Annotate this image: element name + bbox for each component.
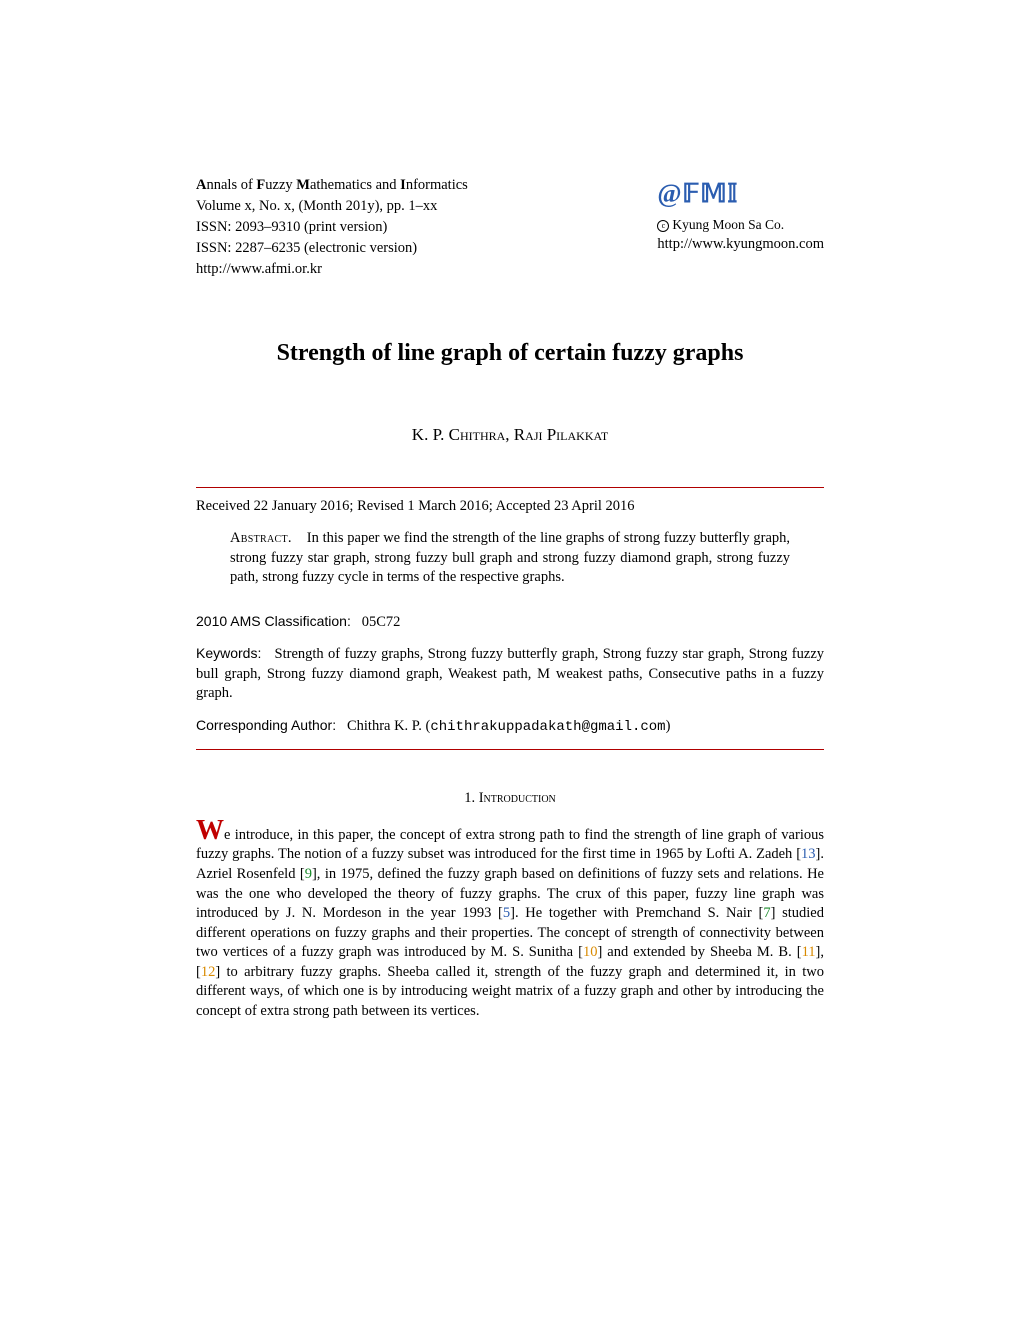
dropcap: W xyxy=(196,815,224,846)
cite-9[interactable]: 9 xyxy=(305,866,312,882)
copyright-icon: c xyxy=(657,220,669,232)
journal-title: Annals of Fuzzy Mathematics and Informat… xyxy=(196,175,468,196)
kw-label: Keywords: xyxy=(196,645,261,661)
header-row: Annals of Fuzzy Mathematics and Informat… xyxy=(196,175,824,280)
journal-url[interactable]: http://www.afmi.or.kr xyxy=(196,259,468,280)
corr-email[interactable]: chithrakuppadakath@gmail.com xyxy=(430,719,665,735)
publisher-url[interactable]: http://www.kyungmoon.com xyxy=(657,234,824,255)
cite-11[interactable]: 11 xyxy=(802,944,816,960)
publisher-box: @𝔽𝕄𝕀 cKyung Moon Sa Co. http://www.kyung… xyxy=(657,175,824,255)
corr-label: Corresponding Author: xyxy=(196,717,336,733)
corr-close: ) xyxy=(666,718,671,734)
section-title: Introduction xyxy=(479,790,556,806)
copyright-line: cKyung Moon Sa Co. xyxy=(657,215,824,235)
ams-value: 05C72 xyxy=(362,614,401,630)
cite-13[interactable]: 13 xyxy=(801,846,816,862)
t4: ]. He together with Premchand S. Nair [ xyxy=(510,905,763,921)
corr-name: Chithra K. P. ( xyxy=(347,718,430,734)
abstract-text: In this paper we find the strength of th… xyxy=(230,530,790,585)
t8: ] to arbitrary fuzzy graphs. Sheeba call… xyxy=(196,964,824,1019)
paper-title: Strength of line graph of certain fuzzy … xyxy=(196,340,824,367)
abstract-label: Abstract. xyxy=(230,530,292,546)
abstract-block: Abstract. In this paper we find the stre… xyxy=(196,529,824,588)
fmi-logo: @𝔽𝕄𝕀 xyxy=(657,175,824,213)
cite-10[interactable]: 10 xyxy=(583,944,598,960)
intro-paragraph: We introduce, in this paper, the concept… xyxy=(196,817,824,1022)
cite-7[interactable]: 7 xyxy=(763,905,770,921)
section-heading: 1. Introduction xyxy=(196,790,824,807)
issn-print: ISSN: 2093–9310 (print version) xyxy=(196,217,468,238)
dates-line: Received 22 January 2016; Revised 1 Marc… xyxy=(196,498,824,515)
corresponding-author: Corresponding Author: Chithra K. P. (chi… xyxy=(196,716,824,737)
rule-top xyxy=(196,487,824,488)
issn-elec: ISSN: 2287–6235 (electronic version) xyxy=(196,238,468,259)
ams-label: 2010 AMS Classification: xyxy=(196,613,351,629)
kw-value: Strength of fuzzy graphs, Strong fuzzy b… xyxy=(196,646,824,701)
ams-classification: 2010 AMS Classification: 05C72 xyxy=(196,612,824,633)
cite-12[interactable]: 12 xyxy=(201,964,216,980)
publisher-name: Kyung Moon Sa Co. xyxy=(672,217,784,232)
volume-line: Volume x, No. x, (Month 201y), pp. 1–xx xyxy=(196,196,468,217)
rule-bottom xyxy=(196,749,824,750)
authors: K. P. Chithra, Raji Pilakkat xyxy=(196,425,824,445)
intro-lead: e introduce, in this paper, the concept … xyxy=(196,827,824,863)
journal-meta: Annals of Fuzzy Mathematics and Informat… xyxy=(196,175,468,280)
keywords: Keywords: Strength of fuzzy graphs, Stro… xyxy=(196,644,824,704)
t6: ] and extended by Sheeba M. B. [ xyxy=(597,944,801,960)
section-number: 1. xyxy=(464,790,475,806)
